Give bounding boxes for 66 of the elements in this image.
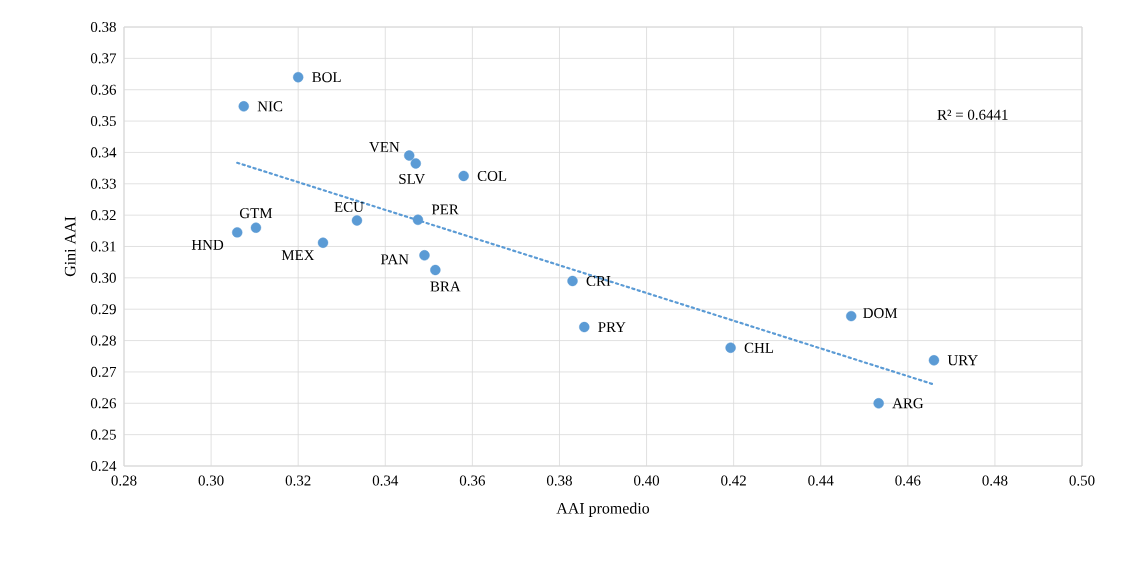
annotation: VEN [369, 142, 400, 153]
point [873, 398, 884, 409]
x-tick-label: 0.50 [1069, 475, 1095, 486]
y-tick-label: 0.30 [90, 272, 116, 283]
point [567, 275, 578, 287]
annotation: COL [477, 170, 507, 181]
annotation: R² = 0.6441 [937, 109, 1008, 120]
point [412, 214, 424, 226]
annotation: NIC [257, 101, 283, 112]
annotation: GTM [239, 208, 273, 219]
x-tick-label: 0.40 [634, 475, 660, 486]
y-tick-label: 0.32 [90, 210, 116, 221]
point [404, 150, 415, 161]
point [238, 101, 249, 112]
x-tick-label: 0.30 [198, 475, 224, 486]
annotation: PAN [380, 254, 409, 265]
point [928, 355, 940, 366]
annotation: ECU [334, 201, 364, 212]
y-tick-label: 0.36 [90, 84, 117, 95]
y-tick-label: 0.29 [90, 304, 116, 315]
x-tick-label: 0.36 [459, 475, 485, 486]
point [430, 264, 441, 276]
y-tick-label: 0.37 [90, 53, 117, 64]
x-tick-label: 0.48 [982, 475, 1008, 486]
point [579, 321, 590, 333]
x-tick-label: 0.28 [111, 475, 137, 486]
x-tick-label: 0.34 [372, 475, 399, 486]
y-tick-label: 0.33 [90, 178, 116, 189]
point [458, 170, 469, 182]
point [250, 222, 262, 233]
y-tick-label: 0.26 [90, 398, 117, 409]
annotation: CRI [586, 275, 611, 287]
annotation: URY [947, 355, 978, 366]
x-tick-label: 0.32 [285, 475, 311, 486]
annotation: HND [191, 239, 224, 250]
annotation: PER [431, 204, 459, 215]
y-tick-label: 0.25 [90, 429, 116, 440]
annotation: SLV [399, 173, 426, 185]
annotation: DOM [863, 308, 898, 319]
y-tick-label: 0.28 [90, 335, 116, 346]
y-tick-label: 0.35 [90, 115, 116, 127]
x-tick-label: 0.46 [895, 475, 921, 486]
y-tick-label: 0.38 [90, 21, 116, 33]
y-tick-label: 0.24 [90, 460, 117, 472]
annotation: ARG [892, 398, 924, 409]
annotation: BOL [312, 72, 341, 83]
annotation: MEX [281, 250, 315, 261]
x-axis-title: AAI promedio [556, 502, 650, 517]
annotation: BRA [430, 281, 461, 292]
point [419, 250, 430, 261]
point [293, 71, 304, 83]
y-axis-title: Gini AAI [64, 216, 76, 277]
y-tick-label: 0.34 [90, 147, 117, 158]
y-tick-label: 0.31 [90, 241, 116, 252]
annotation: CHL [744, 342, 774, 353]
point [317, 237, 329, 248]
x-tick-label: 0.42 [721, 475, 746, 486]
annotation: PRY [598, 322, 626, 332]
y-tick-label: 0.27 [90, 366, 117, 378]
point [351, 215, 363, 226]
point [725, 342, 736, 353]
point [846, 310, 857, 322]
x-tick-label: 0.44 [808, 475, 834, 486]
point [410, 158, 421, 169]
point [232, 227, 243, 238]
x-tick-label: 0.38 [546, 475, 572, 486]
